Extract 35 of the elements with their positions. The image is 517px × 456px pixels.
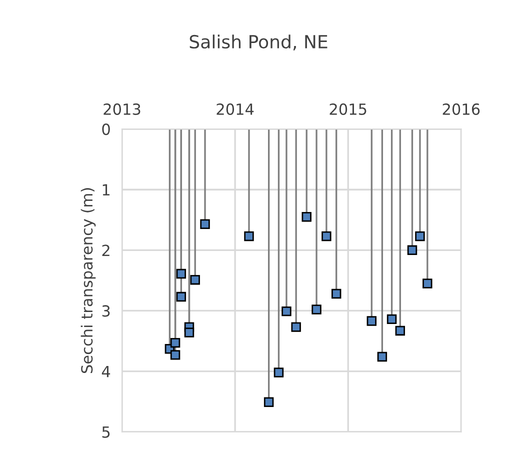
point <box>282 306 292 316</box>
x-tick-label: 2013 <box>104 103 140 115</box>
point <box>176 268 186 279</box>
y-tick-label: 5 <box>102 426 110 438</box>
y-axis-title: Secchi transparency (m) <box>80 188 96 373</box>
point <box>170 350 180 360</box>
point <box>244 231 254 242</box>
point <box>366 316 377 326</box>
y-tick-label: 0 <box>102 124 110 136</box>
point <box>170 338 180 348</box>
point <box>264 397 274 408</box>
point <box>322 231 332 242</box>
y-tick-label: 2 <box>102 244 110 256</box>
point <box>415 231 425 242</box>
point <box>291 322 301 332</box>
point <box>377 352 388 362</box>
x-tick-label: 2016 <box>442 103 480 115</box>
point <box>407 245 418 256</box>
point <box>331 288 342 299</box>
point <box>312 304 322 314</box>
point <box>184 328 194 338</box>
y-tick-label: 4 <box>102 366 110 378</box>
y-tick-label: 1 <box>102 184 110 196</box>
point <box>395 326 406 336</box>
x-tick-label: 2014 <box>216 103 254 115</box>
point <box>200 219 210 229</box>
y-tick-label: 3 <box>102 305 110 317</box>
point <box>274 368 284 378</box>
x-tick-label: 2015 <box>330 103 366 115</box>
point <box>190 274 200 285</box>
point <box>302 212 312 222</box>
point <box>176 292 186 302</box>
point <box>422 278 432 288</box>
point <box>386 314 397 324</box>
chart-title: Salish Pond, NE <box>190 34 328 50</box>
